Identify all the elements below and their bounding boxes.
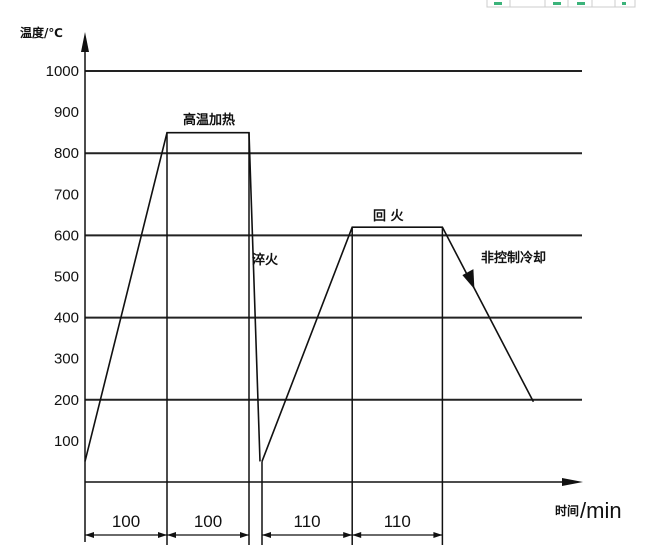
x-axis-label: 时间 [555,503,579,518]
y-tick-label: 100 [54,433,79,450]
annotation-quench: 淬火 [252,252,279,268]
dimension-arrow-icon [262,532,271,538]
duration-label: 100 [112,512,140,531]
x-axis-arrow-icon [562,478,583,486]
y-tick-label: 1000 [46,63,79,80]
dimension-arrow-icon [433,532,443,538]
dimension-arrow-icon [158,532,167,538]
duration-label: 110 [384,512,411,531]
y-tick-label: 600 [54,227,79,244]
y-tick-label: 300 [54,351,79,368]
cooling-arrow-icon [462,269,475,290]
dimension-arrow-icon [240,532,249,538]
corner-widget-fragment [486,0,636,8]
duration-label: 100 [194,512,222,531]
y-tick-label: 400 [54,310,79,327]
y-tick-label: 700 [54,186,79,203]
tempering-cooling-curve [261,226,535,462]
dimension-arrow-icon [352,532,362,538]
y-axis-arrow-icon [81,32,89,52]
y-tick-label: 500 [54,269,79,286]
x-axis-unit: /min [580,498,622,523]
heating-quench-curve [84,131,261,462]
duration-label: 110 [294,512,321,531]
dimension-arrow-icon [167,532,176,538]
y-axis-label: 温度/℃ [20,25,63,40]
dimension-arrow-icon [85,532,94,538]
dimension-arrow-icon [343,532,353,538]
annotation-heating: 高温加热 [183,112,235,128]
annotation-cooling: 非控制冷却 [481,250,546,266]
y-tick-label: 800 [54,145,79,162]
annotation-tempering: 回 火 [373,209,405,224]
y-tick-label: 900 [54,104,79,121]
y-tick-label: 200 [54,392,79,409]
